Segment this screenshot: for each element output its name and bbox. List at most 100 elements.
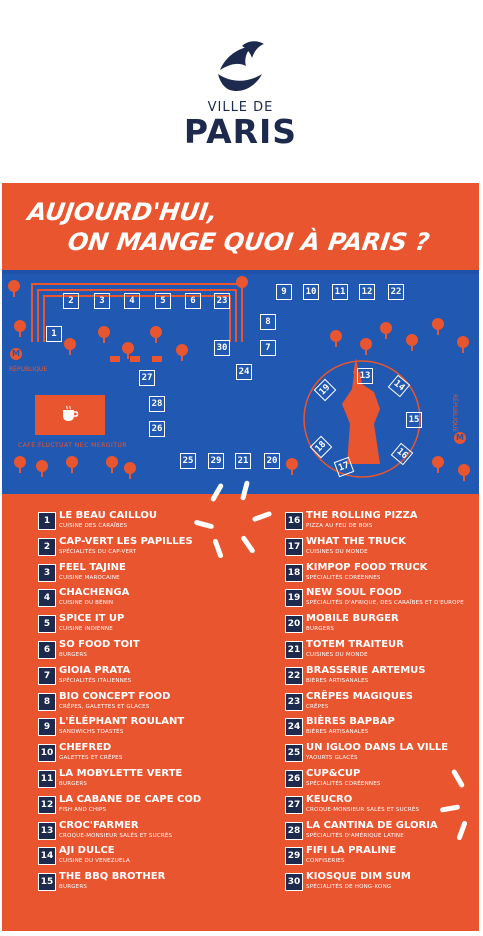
vendor-item: 10 CHEFRED GALETTES ET CRÊPES <box>38 742 258 768</box>
stall-4: 4 <box>124 293 140 309</box>
vendor-description: GALETTES ET CRÊPES <box>59 755 123 762</box>
tree-icon <box>380 322 392 339</box>
vendor-name: AJI DULCE <box>59 845 115 857</box>
stall-28: 28 <box>149 396 165 412</box>
vendor-item: 27 KEUCRO CROQUE-MONSIEUR SALÉS ET SUCRÉS <box>285 794 479 820</box>
stall-8: 8 <box>260 314 276 330</box>
vendor-item: 4 CHACHENGA CUISINE DU BÉNIN <box>38 587 258 613</box>
vendor-description: CRÊPES, GALETTES ET GLACES <box>59 703 150 710</box>
tree-icon <box>360 338 372 355</box>
stall-marker <box>130 356 140 362</box>
vendor-number-badge: 23 <box>285 692 303 711</box>
vendor-description: CUISINE DES CARAÏBES <box>59 523 128 529</box>
ville-de-paris-logo-icon <box>218 41 264 92</box>
vendor-name: L'ÉLÉPHANT ROULANT <box>59 716 185 728</box>
site-map: 2 3 4 5 6 23 1 8 7 30 24 27 28 26 25 29 … <box>2 274 479 494</box>
vendor-number-badge: 2 <box>38 537 56 556</box>
vendor-name: THE BBQ BROTHER <box>59 871 166 883</box>
stall-marker <box>152 356 162 362</box>
vendor-name: KIOSQUE DIM SUM <box>306 871 411 883</box>
vendor-item: 29 FIFI LA PRALINE CONFISERIES <box>285 845 479 871</box>
vendor-description: PIZZA AU FEU DE BOIS <box>306 523 373 529</box>
vendor-item: 5 SPICE IT UP CUISINE INDIENNE <box>38 613 258 639</box>
stall-20: 20 <box>264 453 280 469</box>
vendor-name: MOBILE BURGER <box>306 613 399 625</box>
vendor-description: SPÉCIALITÉS DU CAP-VERT <box>59 548 137 555</box>
vendor-name: FIFI LA PRALINE <box>306 845 397 857</box>
vendor-item: 3 FEEL TAJINE CUISINE MAROCAINE <box>38 562 258 588</box>
metro-icon: M <box>10 348 22 360</box>
stall-11: 11 <box>332 284 348 300</box>
vendor-description: CRÊPES <box>306 703 329 710</box>
vendor-number-badge: 17 <box>285 537 303 556</box>
tree-icon <box>36 460 48 477</box>
vendor-name: WHAT THE TRUCK <box>306 535 406 547</box>
vendor-description: SPÉCIALITÉS D'AMÉRIQUE LATINE <box>306 832 404 839</box>
logo-ville-de: VILLE DE <box>207 100 274 115</box>
vendor-description: SPÉCIALITÉS ITALIENNES <box>59 677 132 684</box>
tree-icon <box>98 326 110 343</box>
vendor-item: 8 BIO CONCEPT FOOD CRÊPES, GALETTES ET GLA… <box>38 691 258 717</box>
cafe-building <box>35 395 105 435</box>
vendor-item: 13 CROC'FARMER CROQUE-MONSIEUR SALÉS ET SU… <box>38 820 258 846</box>
vendor-item: 20 MOBILE BURGER BURGERS <box>285 613 479 639</box>
vendor-item: 26 CUP&CUP SPÉCIALITÉS CORÉENNES <box>285 768 479 794</box>
vendor-item: 2 CAP-VERT LES PAPILLES SPÉCIALITÉS DU CAP… <box>38 536 258 562</box>
tree-icon <box>406 334 418 351</box>
vendor-description: CONFISERIES <box>306 858 345 865</box>
vendor-description: FISH AND CHIPS <box>59 806 107 813</box>
tree-icon <box>150 326 162 343</box>
vendor-name: CHEFRED <box>59 742 112 754</box>
vendor-item: 9 L'ÉLÉPHANT ROULANT SANDWICHS TOASTÉS <box>38 716 258 742</box>
stall-1: 1 <box>46 326 62 342</box>
tree-icon <box>236 276 248 293</box>
vendor-number-badge: 14 <box>38 847 56 866</box>
vendor-name: BIO CONCEPT FOOD <box>59 690 171 702</box>
tree-icon <box>106 456 118 473</box>
tree-icon <box>122 342 134 359</box>
stall-25: 25 <box>180 453 196 469</box>
vendor-item: 28 LA CANTINA DE GLORIA SPÉCIALITÉS D'AMÉR… <box>285 820 479 846</box>
vendor-number-badge: 24 <box>285 718 303 737</box>
vendor-number-badge: 12 <box>38 795 56 814</box>
vendor-number-badge: 19 <box>285 589 303 608</box>
vendor-name: BRASSERIE ARTEMUS <box>306 664 426 676</box>
vendor-name: LE BEAU CAILLOU <box>59 510 157 521</box>
vendor-name: BIÈRES BAPBAP <box>306 716 395 728</box>
vendor-item: 30 KIOSQUE DIM SUM SPÉCIALITÉS DE HONG-KON… <box>285 871 479 897</box>
vendor-item: 6 SO FOOD TOIT BURGERS <box>38 639 258 665</box>
stall-27: 27 <box>139 370 155 386</box>
stall-13: 13 <box>357 368 373 384</box>
vendor-number-badge: 4 <box>38 589 56 608</box>
stall-23: 23 <box>214 293 230 309</box>
vendor-number-badge: 5 <box>38 615 56 634</box>
republique-label-right: RÉPUBLIQUE <box>451 394 458 433</box>
tree-icon <box>458 464 470 481</box>
vendor-description: BIÈRES ARTISANALES <box>306 729 369 736</box>
vendor-name: THE ROLLING PIZZA <box>306 510 418 521</box>
vendor-description: CUISINE INDIENNE <box>59 626 113 633</box>
vendor-number-badge: 16 <box>285 512 303 530</box>
vendor-description: BURGERS <box>59 781 88 787</box>
tree-icon <box>432 318 444 335</box>
headline-line-1: AUJOURD'HUI, <box>26 198 220 226</box>
tree-icon <box>8 280 20 297</box>
vendor-number-badge: 27 <box>285 795 303 814</box>
vendor-item: 12 LA CABANE DE CAPE COD FISH AND CHIPS <box>38 794 258 820</box>
vendor-item: 15 THE BBQ BROTHER BURGERS <box>38 871 258 897</box>
stall-24: 24 <box>236 364 252 380</box>
vendor-number-badge: 15 <box>38 873 56 892</box>
stall-15: 15 <box>406 412 422 428</box>
vendor-number-badge: 13 <box>38 821 56 840</box>
vendor-description: SANDWICHS TOASTÉS <box>59 729 124 736</box>
logo-paris: PARIS <box>183 112 298 151</box>
vendor-item: 11 LA MOBYLETTE VERTE BURGERS <box>38 768 258 794</box>
vendor-number-badge: 6 <box>38 641 56 659</box>
vendor-item: 14 AJI DULCE CUISINE DU VENEZUELA <box>38 845 258 871</box>
vendor-description: CROQUE-MONSIEUR SALÉS ET SUCRÉS <box>306 806 420 813</box>
tree-icon <box>330 330 342 347</box>
vendor-name: KEUCRO <box>306 793 353 805</box>
vendor-description: BURGERS <box>306 626 335 633</box>
tree-icon <box>286 458 298 475</box>
stall-30: 30 <box>214 340 230 356</box>
